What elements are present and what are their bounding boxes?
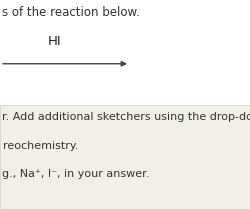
FancyBboxPatch shape <box>0 104 250 209</box>
Text: HI: HI <box>48 35 62 48</box>
Text: s of the reaction below.: s of the reaction below. <box>2 6 140 19</box>
Text: reochemistry.: reochemistry. <box>2 141 78 151</box>
Text: r. Add additional sketchers using the drop-down me: r. Add additional sketchers using the dr… <box>2 112 250 122</box>
Text: g., Na⁺, I⁻, in your answer.: g., Na⁺, I⁻, in your answer. <box>2 169 150 179</box>
